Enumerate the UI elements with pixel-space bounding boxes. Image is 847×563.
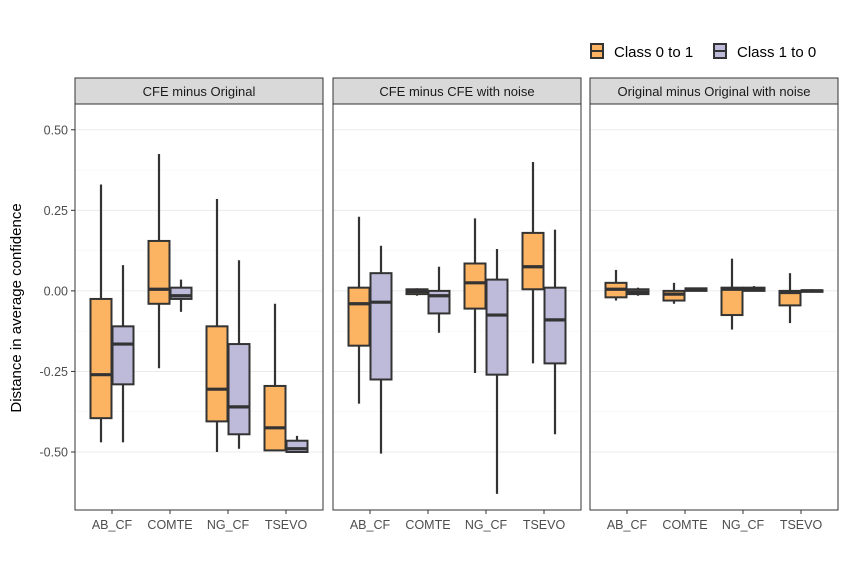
panel-title: Original minus Original with noise: [618, 84, 811, 99]
box-body: [147, 239, 171, 305]
x-tick-label: TSEVO: [780, 518, 823, 532]
y-tick-label: 0.00: [44, 284, 68, 298]
box-tsevo-series-1: [263, 303, 287, 452]
box-comte-series-2: [169, 279, 193, 312]
panel-background: [590, 104, 838, 510]
panel-2: CFE minus CFE with noise AB_CF COMTE NG_CF T…: [332, 77, 582, 532]
x-tick-label: AB_CF: [350, 518, 391, 532]
box-body: [263, 384, 287, 452]
x-tick-label: NG_CF: [207, 518, 250, 532]
box-ab_cf-series-1: [347, 216, 371, 404]
box-body: [720, 286, 744, 317]
box-body: [285, 439, 309, 454]
legend: Class 0 to 1 Class 1 to 0: [590, 43, 816, 61]
box-ab_cf-series-2: [369, 245, 393, 454]
box-body: [543, 286, 567, 365]
box-tsevo-series-2: [543, 229, 567, 435]
box-ab_cf-series-2: [626, 287, 650, 296]
y-tick-label: -0.50: [40, 446, 69, 460]
box-comte-series-1: [147, 153, 171, 369]
box-comte-series-1: [405, 288, 429, 296]
panel-border: [332, 103, 582, 511]
panel-title: CFE minus CFE with noise: [379, 84, 534, 99]
panel-strip: [589, 77, 839, 105]
box-tsevo-series-2: [285, 435, 309, 454]
legend-item-1: Class 0 to 1: [590, 43, 693, 61]
x-tick-label: NG_CF: [722, 518, 765, 532]
box-ng_cf-series-2: [227, 260, 251, 449]
y-tick-label: 0.50: [44, 123, 68, 137]
box-body: [205, 325, 229, 423]
panel-border: [74, 103, 324, 511]
panel-strip: [332, 77, 582, 105]
box-tsevo-series-1: [521, 162, 545, 364]
y-tick-label: -0.25: [40, 365, 69, 379]
panel-title: CFE minus Original: [143, 84, 256, 99]
box-body: [778, 289, 802, 307]
box-body: [227, 343, 251, 436]
box-body: [369, 272, 393, 381]
box-ab_cf-series-2: [111, 265, 135, 443]
x-tick-label: AB_CF: [607, 518, 648, 532]
box-body: [463, 262, 487, 310]
panel-3: Original minus Original with noise AB_CF C…: [589, 77, 839, 532]
box-comte-series-1: [662, 282, 686, 304]
box-comte-series-2: [684, 287, 708, 292]
box-comte-series-2: [427, 266, 451, 333]
box-tsevo-series-1: [778, 273, 802, 324]
legend-item-2: Class 1 to 0: [713, 43, 816, 61]
box-ng_cf-series-2: [485, 249, 509, 494]
box-body: [347, 286, 371, 347]
x-tick-label: TSEVO: [265, 518, 308, 532]
panel-1: CFE minus Original AB_CF COMTE NG_CF TSEVO: [74, 77, 324, 532]
y-tick-label: 0.25: [44, 204, 68, 218]
panel-strip: [74, 77, 324, 105]
y-axis-label: Distance in average confidence: [8, 203, 25, 412]
box-body: [169, 286, 193, 300]
box-body: [662, 289, 686, 302]
x-tick-label: COMTE: [662, 518, 707, 532]
legend-label-1: Class 0 to 1: [614, 44, 693, 61]
box-body: [89, 297, 113, 420]
y-axis: 0.50 0.25 0.00 -0.25 -0.50: [40, 123, 75, 460]
box-ng_cf-series-2: [742, 286, 766, 292]
box-body: [521, 231, 545, 291]
x-tick-label: NG_CF: [465, 518, 508, 532]
panel-border: [589, 103, 839, 511]
legend-label-2: Class 1 to 0: [737, 44, 816, 61]
box-ab_cf-series-1: [604, 269, 628, 301]
box-tsevo-series-2: [800, 289, 824, 293]
box-body: [485, 278, 509, 376]
x-tick-label: AB_CF: [92, 518, 133, 532]
x-tick-label: COMTE: [405, 518, 450, 532]
box-body: [111, 325, 135, 386]
x-tick-label: TSEVO: [523, 518, 566, 532]
box-ng_cf-series-1: [720, 258, 744, 330]
x-tick-label: COMTE: [147, 518, 192, 532]
